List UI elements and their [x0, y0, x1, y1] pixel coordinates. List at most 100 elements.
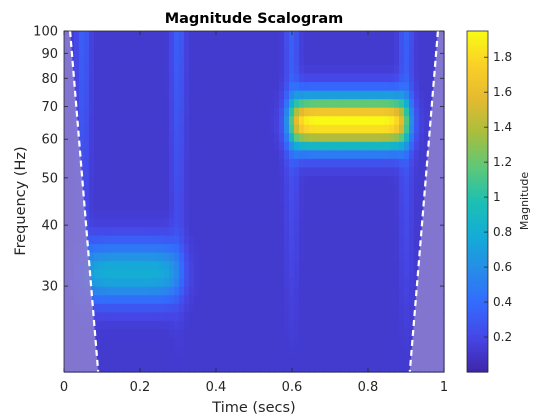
heatmap-cell [414, 107, 420, 117]
heatmap-cell [269, 150, 275, 160]
heatmap-cell [149, 90, 155, 100]
heatmap-cell [339, 184, 345, 194]
heatmap-cell [114, 354, 120, 365]
heatmap-cell [419, 107, 425, 117]
heatmap-cell [254, 363, 260, 373]
heatmap-cell [229, 261, 235, 271]
heatmap-cell [179, 73, 185, 83]
heatmap-cell [294, 261, 300, 271]
heatmap-cell [314, 278, 320, 288]
heatmap-cell [234, 329, 240, 339]
heatmap-cell [184, 56, 190, 66]
heatmap-cell [269, 329, 275, 339]
heatmap-cell [409, 184, 415, 194]
heatmap-cell [324, 124, 330, 134]
heatmap-cell [409, 167, 415, 177]
heatmap-cell [219, 337, 225, 348]
heatmap-cell [109, 175, 115, 186]
heatmap-cell [424, 90, 430, 100]
heatmap-cell [354, 65, 360, 75]
heatmap-cell [79, 150, 85, 160]
heatmap-cell [314, 184, 320, 194]
heatmap-cell [229, 201, 235, 211]
heatmap-cell [354, 210, 360, 220]
heatmap-cell [134, 124, 140, 134]
heatmap-cell [139, 141, 145, 151]
heatmap-cell [409, 133, 415, 143]
heatmap-cell [139, 133, 145, 143]
heatmap-cell [254, 192, 260, 203]
heatmap-cell [324, 227, 330, 237]
heatmap-cell [259, 133, 265, 143]
heatmap-cell [199, 227, 205, 237]
heatmap-cell [219, 124, 225, 134]
heatmap-cell [409, 235, 415, 245]
heatmap-cell [404, 278, 410, 288]
heatmap-cell [229, 124, 235, 134]
heatmap-cell [239, 99, 245, 109]
heatmap-cell [79, 141, 85, 151]
heatmap-cell [89, 141, 95, 151]
heatmap-cell [169, 337, 175, 348]
heatmap-cell [119, 65, 125, 75]
heatmap-cell [339, 269, 345, 279]
heatmap-cell [104, 354, 110, 365]
heatmap-cell [139, 312, 145, 322]
heatmap-cell [284, 320, 290, 330]
heatmap-cell [349, 252, 355, 262]
heatmap-cell [394, 124, 400, 134]
heatmap-cell [124, 167, 130, 177]
heatmap-cell [89, 124, 95, 134]
heatmap-cell [194, 363, 200, 373]
colorbar-cell [467, 349, 488, 353]
heatmap-cell [159, 329, 165, 339]
heatmap-cell [204, 201, 210, 211]
colorbar-cell [467, 369, 488, 373]
heatmap-cell [299, 65, 305, 75]
heatmap-cell [284, 175, 290, 186]
heatmap-cell [99, 175, 105, 186]
heatmap-cell [329, 39, 335, 49]
heatmap-cell [314, 39, 320, 49]
colorbar-cell [467, 337, 488, 342]
heatmap-cell [294, 56, 300, 66]
heatmap-cell [294, 303, 300, 313]
heatmap-cell [109, 158, 115, 169]
heatmap-cell [144, 320, 150, 330]
heatmap-cell [184, 90, 190, 100]
heatmap-cell [109, 218, 115, 228]
heatmap-cell [199, 312, 205, 322]
heatmap-cell [384, 278, 390, 288]
heatmap-cell [349, 65, 355, 75]
colorbar-cell [467, 255, 488, 259]
heatmap-cell [284, 303, 290, 313]
heatmap-cell [229, 175, 235, 186]
heatmap-cell [189, 184, 195, 194]
heatmap-cell [274, 252, 280, 262]
heatmap-cell [154, 235, 160, 245]
heatmap-cell [294, 329, 300, 339]
heatmap-cell [209, 261, 215, 271]
heatmap-cell [129, 337, 135, 348]
heatmap-cell [109, 329, 115, 339]
heatmap-cell [159, 261, 165, 271]
heatmap-cell [299, 261, 305, 271]
heatmap-cell [279, 252, 285, 262]
heatmap-cell [289, 244, 295, 254]
heatmap-cell [94, 227, 100, 237]
heatmap-cell [279, 354, 285, 365]
heatmap-cell [89, 107, 95, 117]
heatmap-cell [344, 116, 350, 126]
heatmap-cell [404, 363, 410, 373]
heatmap-cell [94, 56, 100, 66]
heatmap-cell [244, 184, 250, 194]
heatmap-cell [109, 346, 115, 356]
heatmap-cell [409, 244, 415, 254]
heatmap-cell [154, 73, 160, 83]
heatmap-cell [349, 73, 355, 83]
heatmap-cell [209, 99, 215, 109]
heatmap-cell [134, 141, 140, 151]
heatmap-cell [164, 175, 170, 186]
heatmap-cell [199, 286, 205, 296]
heatmap-cell [324, 48, 330, 58]
